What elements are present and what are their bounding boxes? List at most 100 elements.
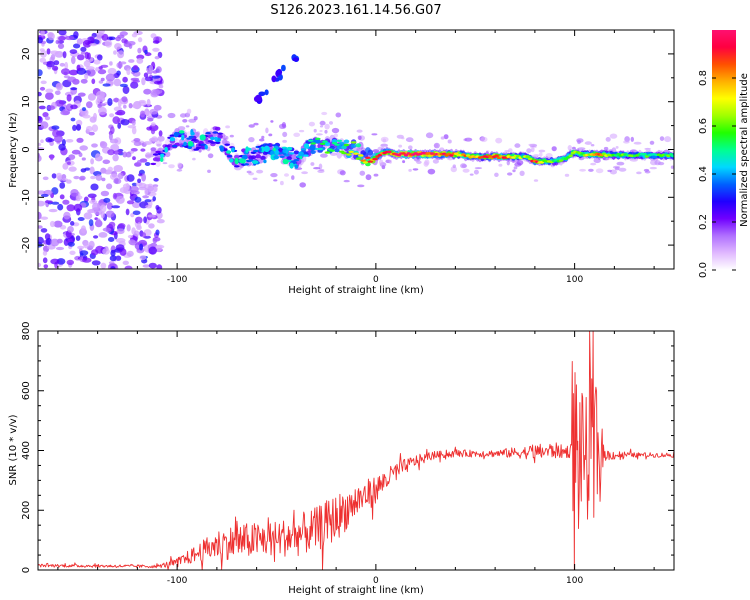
spectrogram-ridge xyxy=(401,152,406,155)
spectrogram-speckle xyxy=(66,94,72,102)
spectrogram-speckle xyxy=(38,262,42,268)
spectrogram-speckle xyxy=(413,156,421,162)
snr-xtick-label: 100 xyxy=(566,576,583,586)
spectrogram-speckle xyxy=(70,104,78,110)
spectrogram-speckle xyxy=(40,30,45,37)
spectrogram-speckle xyxy=(576,138,584,143)
spectrogram-speckle xyxy=(182,119,188,123)
spectrogram-speckle xyxy=(132,104,139,109)
spectrogram-speckle xyxy=(270,173,278,178)
spectrogram-speckle xyxy=(93,112,97,121)
spectrogram-speckle xyxy=(59,194,65,200)
spectrogram-speckle xyxy=(77,217,85,221)
spectrogram-ridge xyxy=(403,153,409,157)
spectrogram-ridge xyxy=(350,141,357,144)
spectrogram-speckle xyxy=(45,88,54,94)
spectrogram-speckle xyxy=(528,143,533,146)
spectrogram-speckle xyxy=(130,148,138,152)
spectrogram-speckle xyxy=(87,93,96,101)
spectrogram-speckle xyxy=(595,168,604,174)
spectrogram-speckle xyxy=(551,146,557,152)
spectrogram-blob xyxy=(285,149,289,155)
spectrogram-speckle xyxy=(320,153,328,158)
spectrogram-speckle xyxy=(649,166,657,170)
spectrogram-speckle xyxy=(53,220,63,228)
spectrogram-speckle xyxy=(225,125,231,129)
spectrogram-speckle xyxy=(107,149,115,156)
spectrogram-speckle xyxy=(56,258,66,265)
spectrogram-speckle xyxy=(122,260,129,265)
spectrogram-speckle xyxy=(605,157,610,161)
spectrogram-ridge xyxy=(324,151,331,154)
spectrogram-speckle xyxy=(91,260,101,266)
spectrogram-ridge xyxy=(205,132,211,135)
spectrogram-speckle xyxy=(88,219,94,227)
spectrogram-ridge xyxy=(525,155,530,159)
spectrogram-ridge xyxy=(250,155,257,160)
spectrogram-speckle xyxy=(47,138,55,142)
spectrogram-speckle xyxy=(299,182,307,188)
spectrogram-speckle xyxy=(261,135,265,139)
spectrogram-speckle xyxy=(514,162,522,167)
spectrogram-speckle xyxy=(495,137,503,144)
spectrogram-speckle xyxy=(86,101,93,109)
spectrogram-speckle xyxy=(38,190,46,195)
spectrogram-ridge xyxy=(210,141,216,144)
spectrogram-speckle xyxy=(133,141,142,147)
spectrogram-speckle xyxy=(137,37,143,43)
spectrogram-speckle xyxy=(273,179,278,182)
spectrogram-speckle xyxy=(319,125,324,128)
spectrogram-speckle xyxy=(79,250,89,256)
spectrogram-speckle xyxy=(62,51,67,59)
spectrogram-speckle xyxy=(156,264,163,269)
spectrogram-speckle xyxy=(92,202,100,211)
spectrogram-speckle xyxy=(129,185,139,193)
spectrogram-speckle xyxy=(152,47,160,52)
spectrogram-speckle xyxy=(112,116,120,124)
spectrogram-speckle xyxy=(47,105,55,111)
spectrogram-blob xyxy=(263,159,267,164)
spectrogram-speckle xyxy=(138,101,147,107)
spectrogram-speckle xyxy=(567,145,572,151)
spectrogram-ridge xyxy=(171,144,178,148)
spectrogram-speckle xyxy=(113,50,117,55)
spectrogram-speckle xyxy=(80,46,87,53)
spectrogram-speckle xyxy=(107,98,113,106)
spectrogram-speckle xyxy=(148,223,155,229)
snr-axes: -100 0 100 0 200 400 600 800 xyxy=(21,321,674,586)
spectrogram-speckle xyxy=(299,129,305,133)
spectrogram-speckle xyxy=(356,147,361,152)
spectrogram-speckle xyxy=(141,77,146,86)
spectrogram-speckle xyxy=(71,56,76,65)
spectrogram-speckle xyxy=(151,75,161,79)
spectrogram-speckle xyxy=(59,182,66,189)
spectrogram-speckle xyxy=(132,156,136,161)
spectrogram-speckle xyxy=(119,83,128,88)
spectrogram-speckle xyxy=(148,246,157,255)
spectrogram-speckle xyxy=(75,197,81,202)
spectrogram-speckle xyxy=(80,51,86,55)
spectrogram-ridge xyxy=(494,154,499,157)
spectrogram-speckle xyxy=(42,112,49,118)
spectrogram-speckle xyxy=(49,220,56,228)
spectrogram-speckle xyxy=(132,201,141,209)
spectrogram-speckle xyxy=(293,132,301,137)
spectrogram-speckle xyxy=(73,175,80,180)
spectrogram-speckle xyxy=(339,170,346,176)
spectrogram-speckle xyxy=(607,169,612,173)
spectrogram-speckle xyxy=(101,177,106,182)
spectrogram-blob xyxy=(309,144,316,151)
spectrogram-speckle xyxy=(112,192,117,200)
spectrogram-speckle xyxy=(616,161,625,166)
spectrogram-streak-blob xyxy=(281,64,286,72)
spectrogram-speckle xyxy=(109,61,113,66)
spectrogram-speckle xyxy=(76,137,84,143)
spectrogram-speckle xyxy=(225,136,229,140)
spectrogram-blob xyxy=(251,160,259,164)
spectrogram-speckle xyxy=(54,90,61,96)
spectrogram-ridge xyxy=(377,153,383,157)
snr-ytick-label: 800 xyxy=(21,321,32,340)
spectrogram-ridge xyxy=(329,149,336,152)
spectrogram-ridge xyxy=(358,154,364,157)
spectrogram-speckle xyxy=(615,146,619,149)
